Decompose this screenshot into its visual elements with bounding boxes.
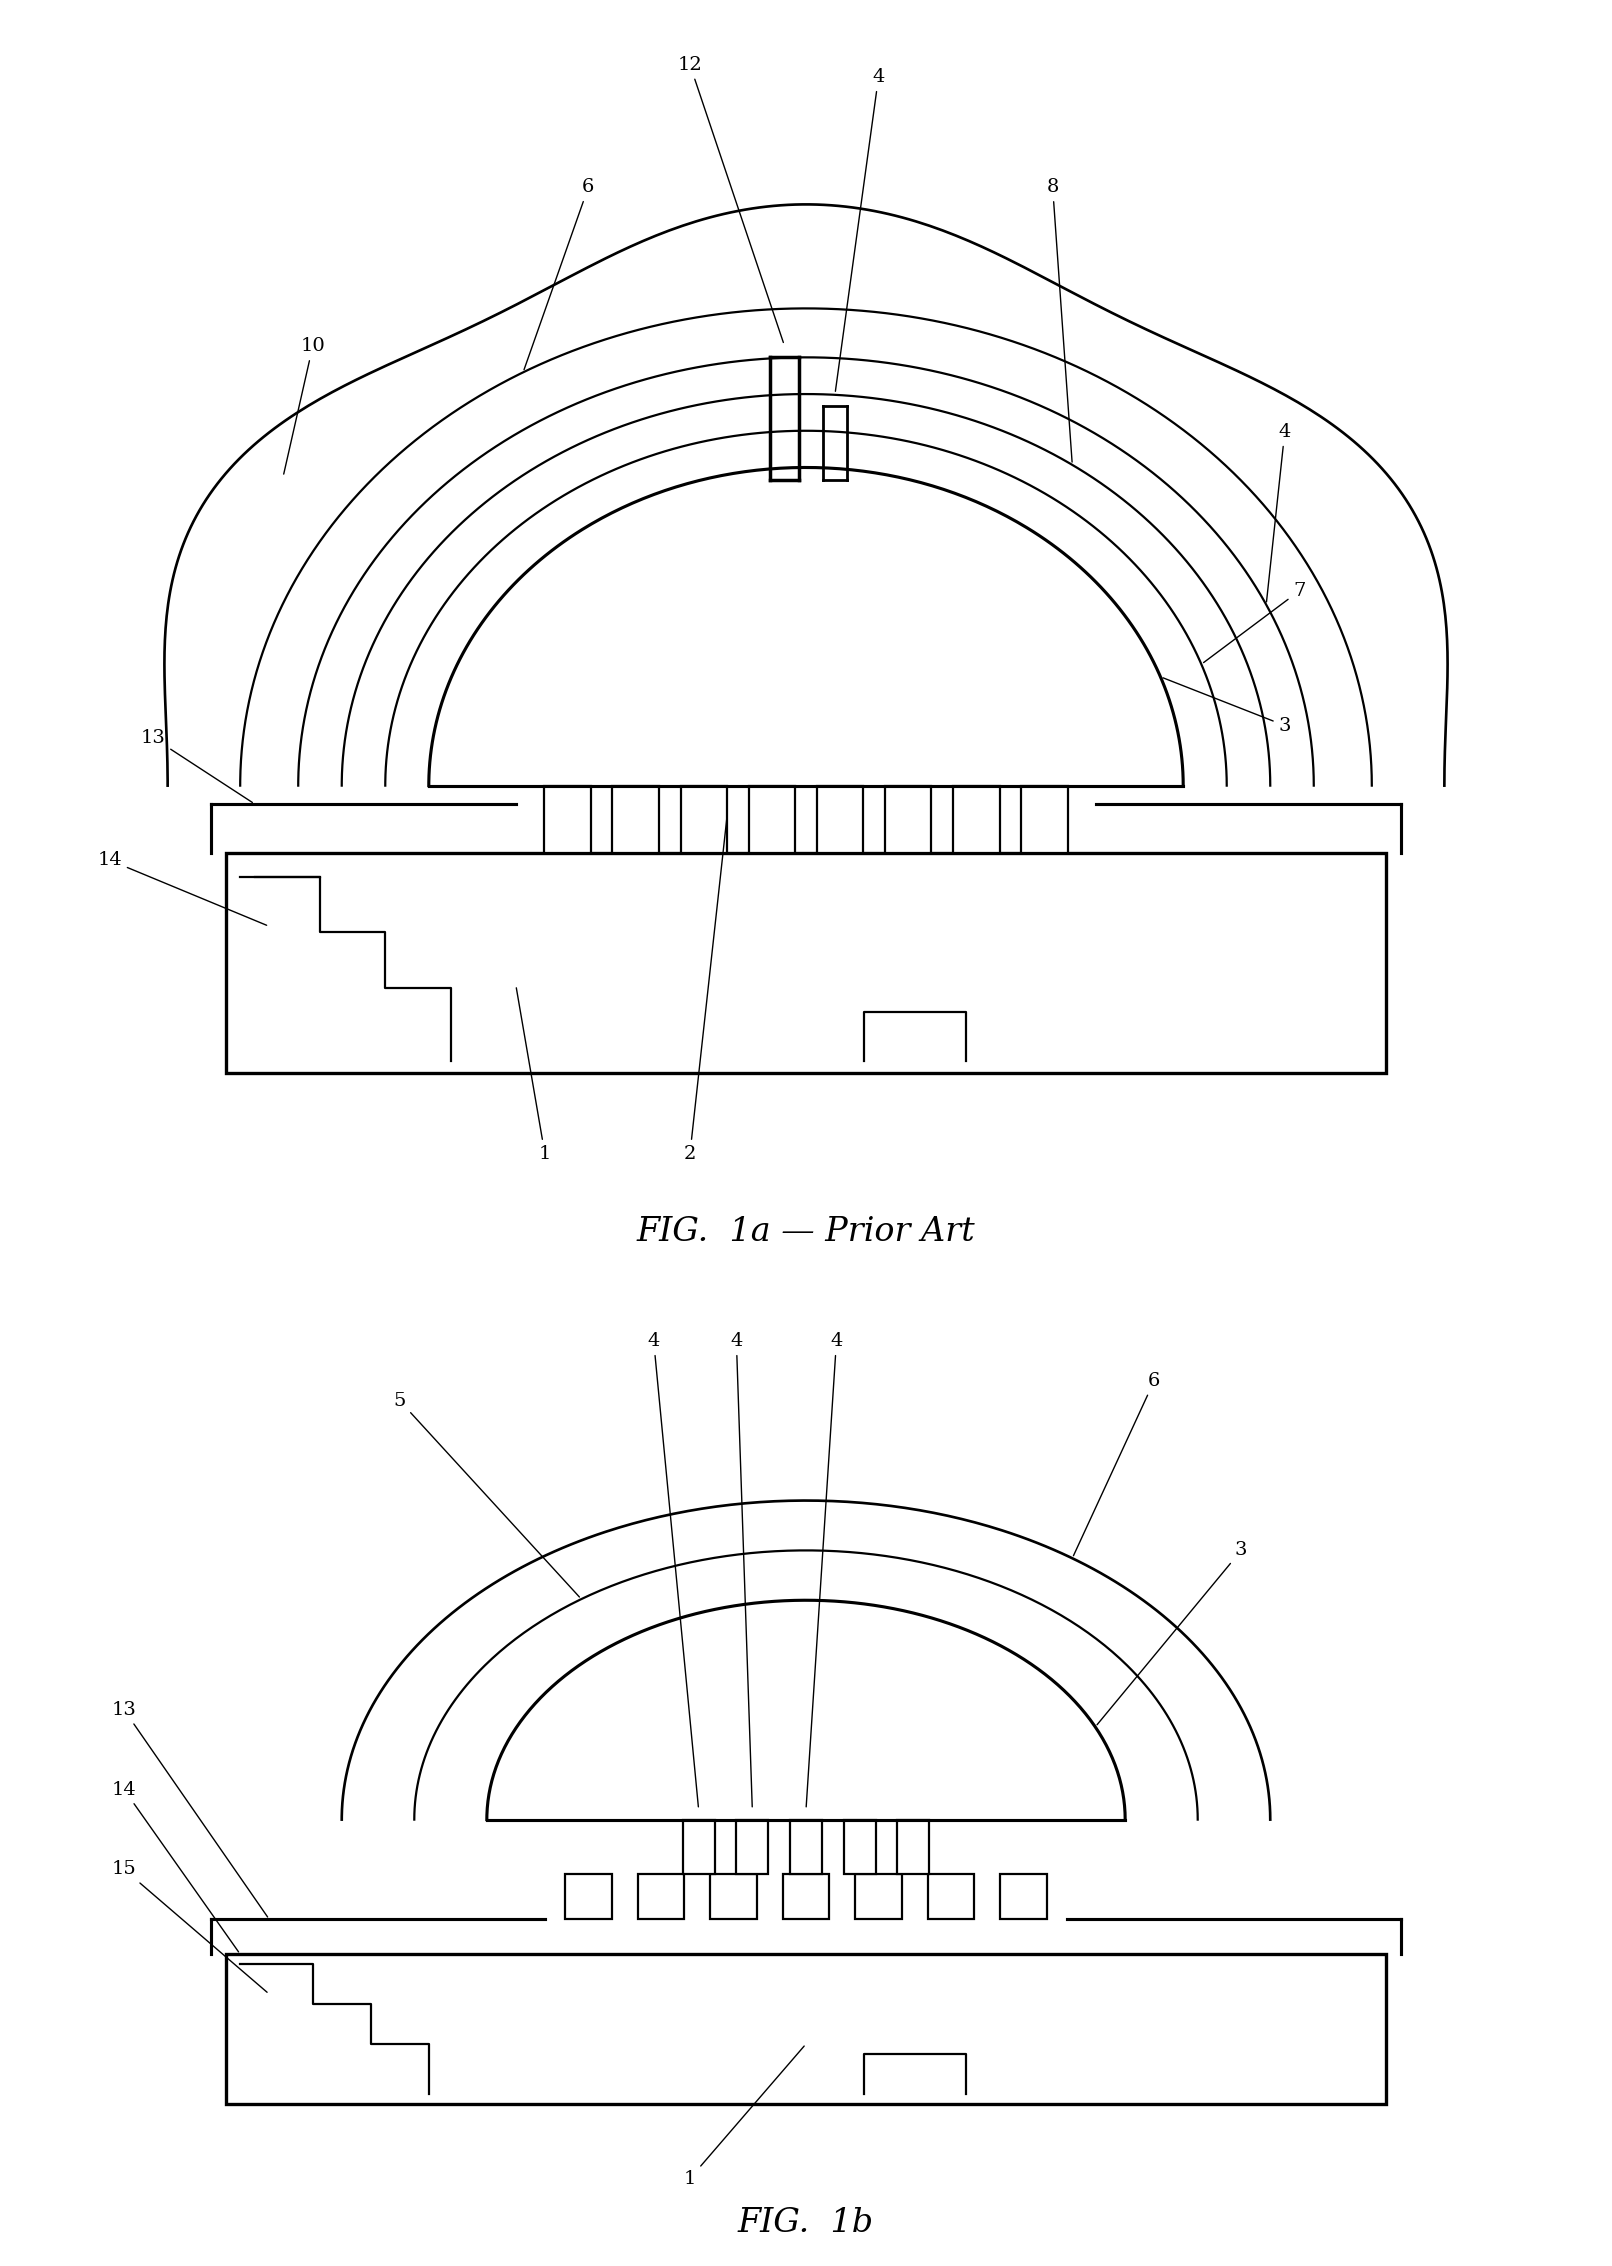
Bar: [1001, 1874, 1046, 1919]
Text: 5: 5: [393, 1391, 579, 1598]
Bar: [1022, 786, 1067, 852]
Text: 1: 1: [516, 988, 551, 1162]
Text: FIG.  1b: FIG. 1b: [738, 2207, 874, 2239]
Text: 12: 12: [677, 57, 783, 342]
Bar: [790, 1820, 822, 1874]
Text: 4: 4: [1267, 424, 1291, 603]
Bar: [737, 1820, 769, 1874]
Text: 8: 8: [1046, 179, 1072, 462]
Bar: [843, 1820, 875, 1874]
Bar: [638, 1874, 683, 1919]
Text: 4: 4: [648, 1332, 698, 1806]
Bar: [613, 786, 659, 852]
Bar: [929, 1874, 974, 1919]
Bar: [953, 786, 999, 852]
Text: 4: 4: [806, 1332, 843, 1806]
Bar: [545, 786, 590, 852]
Text: 1: 1: [683, 2046, 804, 2187]
Text: 14: 14: [97, 852, 266, 925]
Text: 15: 15: [111, 1860, 268, 1992]
Text: 7: 7: [1204, 582, 1306, 662]
Text: 3: 3: [1098, 1541, 1248, 1724]
Bar: [748, 786, 795, 852]
Text: 14: 14: [111, 1781, 239, 1951]
Bar: [898, 1820, 929, 1874]
Text: 3: 3: [1162, 678, 1291, 734]
Bar: [783, 1874, 829, 1919]
Text: 13: 13: [111, 1702, 268, 1917]
Bar: [817, 786, 864, 852]
Text: 6: 6: [524, 179, 595, 369]
Text: 2: 2: [683, 816, 727, 1162]
Text: 4: 4: [835, 68, 885, 392]
Bar: [885, 786, 932, 852]
Bar: [711, 1874, 756, 1919]
Bar: [683, 1820, 714, 1874]
Text: 10: 10: [284, 338, 326, 474]
Text: 4: 4: [730, 1332, 753, 1806]
Text: FIG.  1a — Prior Art: FIG. 1a — Prior Art: [637, 1217, 975, 1249]
Bar: [680, 786, 727, 852]
Bar: [226, 852, 1386, 1074]
Text: 13: 13: [140, 730, 253, 802]
Text: 6: 6: [1074, 1371, 1161, 1557]
Bar: [856, 1874, 901, 1919]
Bar: [566, 1874, 611, 1919]
Bar: [226, 1953, 1386, 2103]
